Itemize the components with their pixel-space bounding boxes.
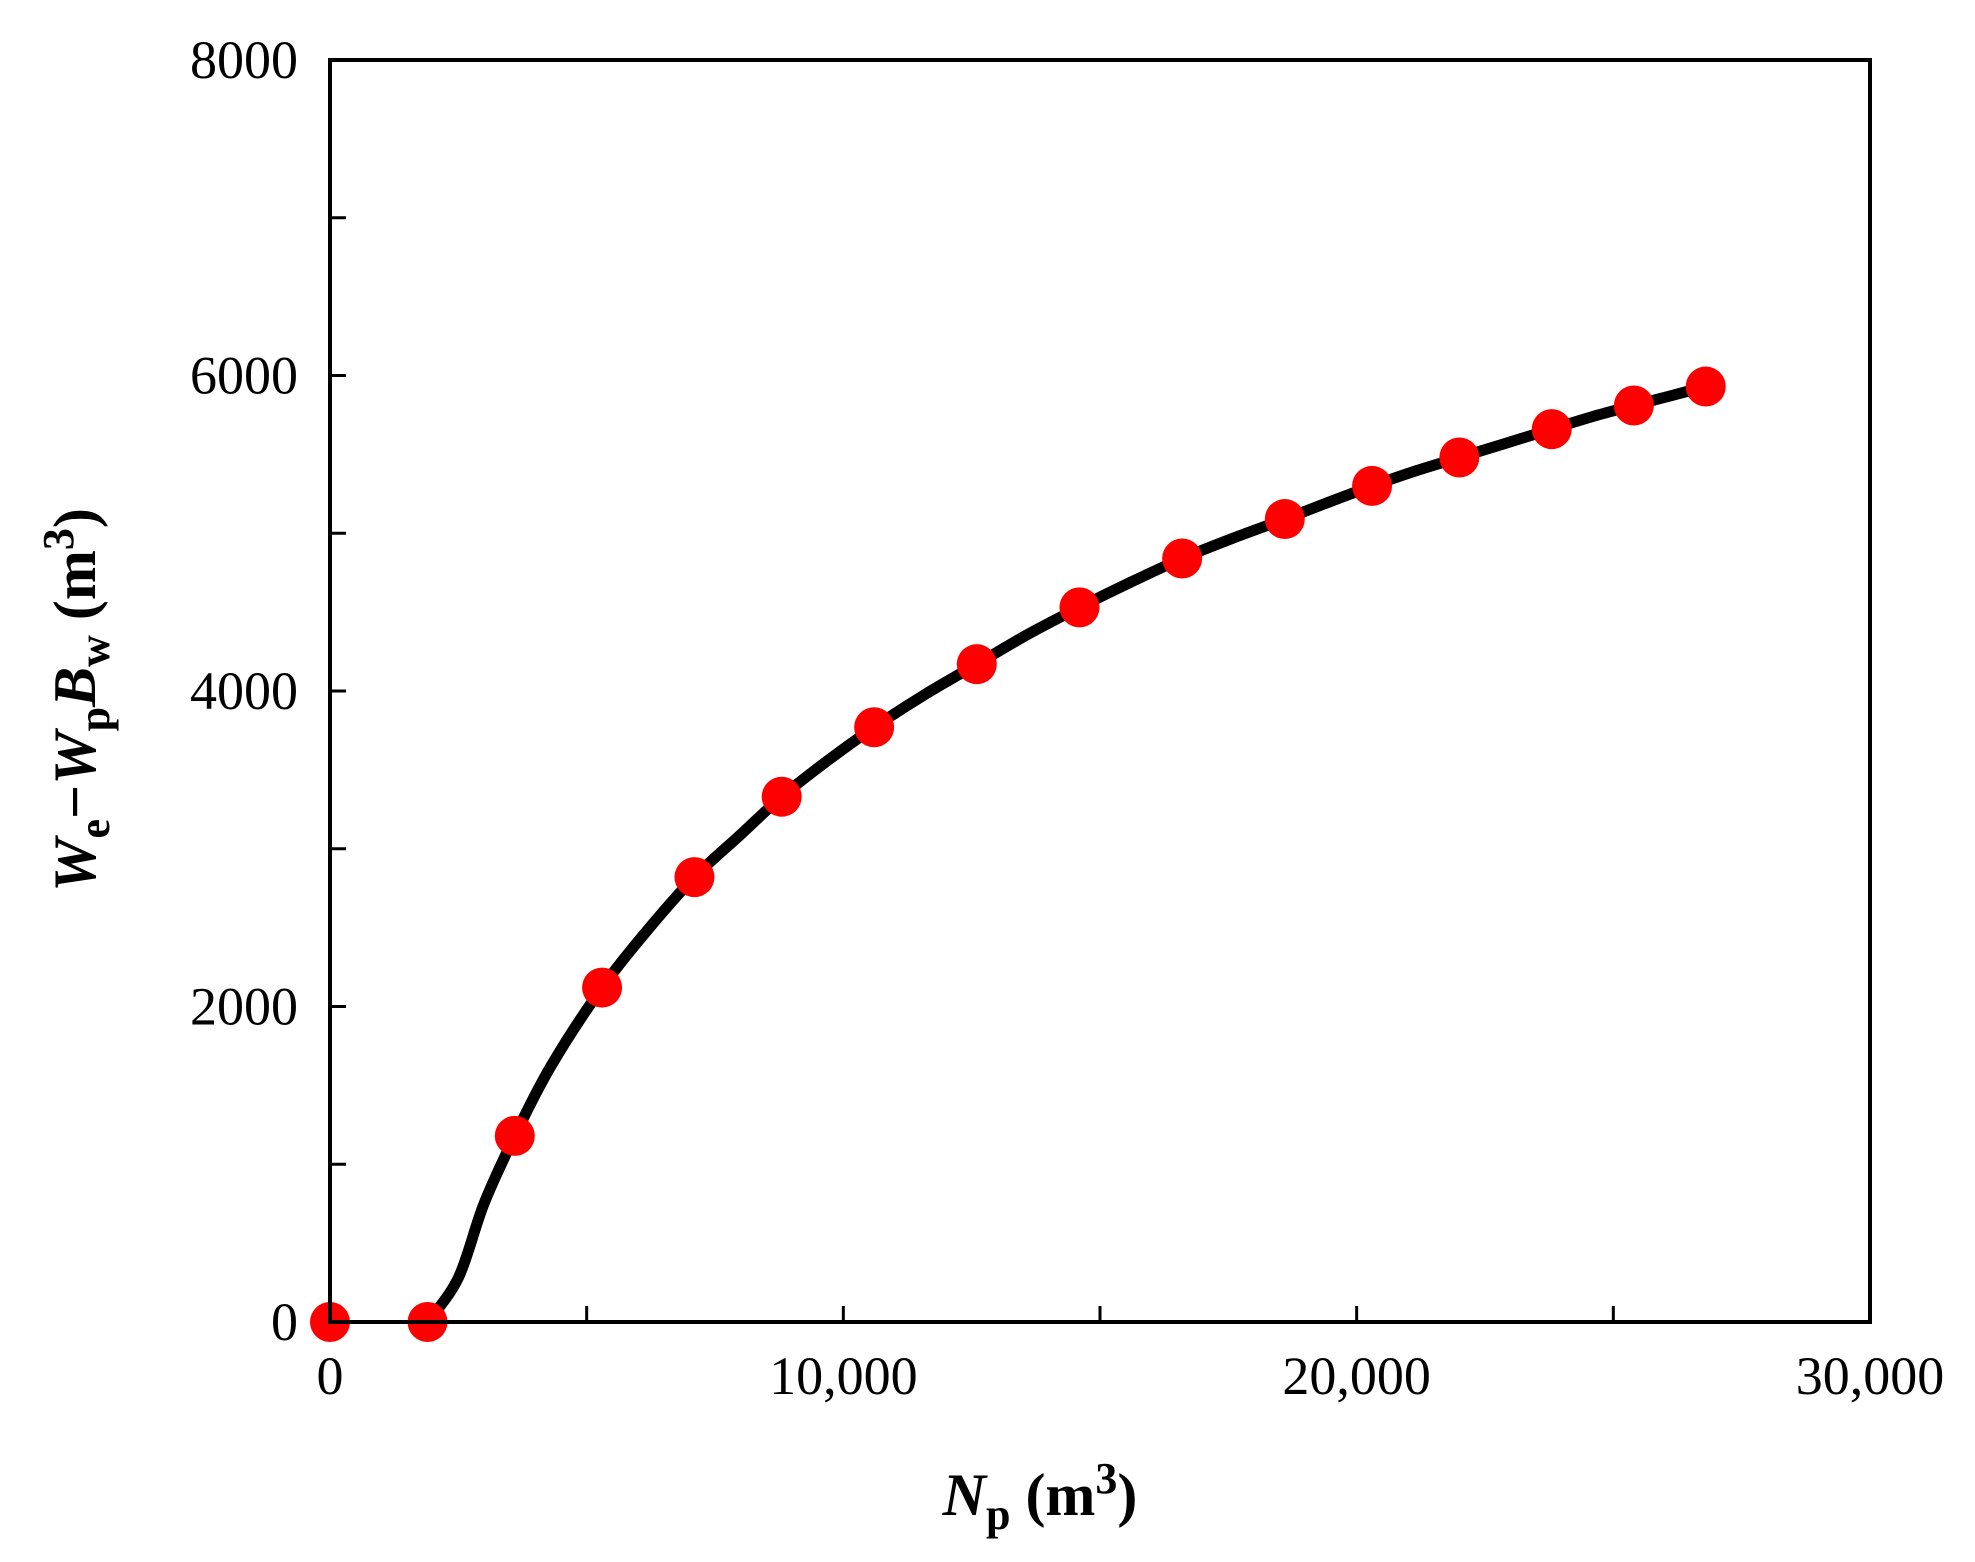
data-point-6 — [854, 707, 895, 748]
data-point-10 — [1264, 499, 1305, 540]
x-tick-label-0: 0 — [317, 1346, 344, 1406]
y-axis-title-part-3: W — [42, 728, 108, 785]
y-tick-label-2: 4000 — [190, 661, 298, 721]
plot-frame — [328, 58, 1872, 1324]
x-tick-label-1: 10,000 — [769, 1346, 918, 1406]
axis-ticks — [328, 58, 1872, 1324]
x-tick-label-3: 30,000 — [1796, 1346, 1945, 1406]
y-tick-label-1: 2000 — [190, 977, 298, 1037]
data-point-11 — [1352, 465, 1393, 506]
data-point-2 — [494, 1115, 535, 1156]
y-tick-label-0: 0 — [271, 1292, 298, 1352]
y-axis-title-part-0: W — [42, 835, 108, 892]
y-axis-title: We−WpBw (m3) — [34, 508, 119, 892]
y-axis-title-part-8: 3 — [34, 528, 83, 550]
y-tick-label-3: 6000 — [190, 346, 298, 406]
x-axis-title: Np (m3) — [942, 1454, 1138, 1539]
data-point-4 — [674, 857, 715, 898]
data-point-14 — [1613, 385, 1654, 426]
data-point-7 — [956, 644, 997, 685]
data-point-8 — [1059, 587, 1100, 628]
x-axis-title-sub: p — [986, 1490, 1010, 1539]
x-axis-title-main: N — [942, 1462, 989, 1528]
data-point-15 — [1685, 366, 1726, 407]
data-points-layer — [310, 366, 1726, 1342]
y-axis-title-part-2: − — [42, 785, 108, 819]
data-point-9 — [1162, 538, 1203, 579]
x-axis-title-unit-close: ) — [1117, 1462, 1137, 1528]
x-axis-title-unit-sup: 3 — [1095, 1454, 1117, 1503]
data-point-13 — [1531, 409, 1572, 450]
fit-curve — [422, 381, 1712, 1328]
data-point-5 — [761, 776, 802, 817]
y-axis-title-part-5: B — [42, 667, 108, 708]
data-point-12 — [1439, 437, 1480, 478]
y-axis-title-part-6: w — [70, 635, 119, 667]
y-axis-title-part-9: ) — [42, 508, 108, 528]
y-axis-title-part-1: e — [70, 819, 119, 839]
y-tick-label-4: 8000 — [190, 30, 298, 90]
fit-curve-layer — [422, 381, 1712, 1328]
x-tick-label-2: 20,000 — [1282, 1346, 1431, 1406]
y-axis-title-part-4: p — [70, 707, 119, 731]
data-point-3 — [582, 967, 623, 1008]
x-axis-title-unit-open: (m — [1010, 1462, 1095, 1528]
x-tick-labels: 0 10,000 20,000 30,000 — [317, 1346, 1945, 1406]
y-tick-labels: 0 2000 4000 6000 8000 — [190, 30, 298, 1352]
y-axis-title-part-7: (m — [42, 550, 108, 635]
